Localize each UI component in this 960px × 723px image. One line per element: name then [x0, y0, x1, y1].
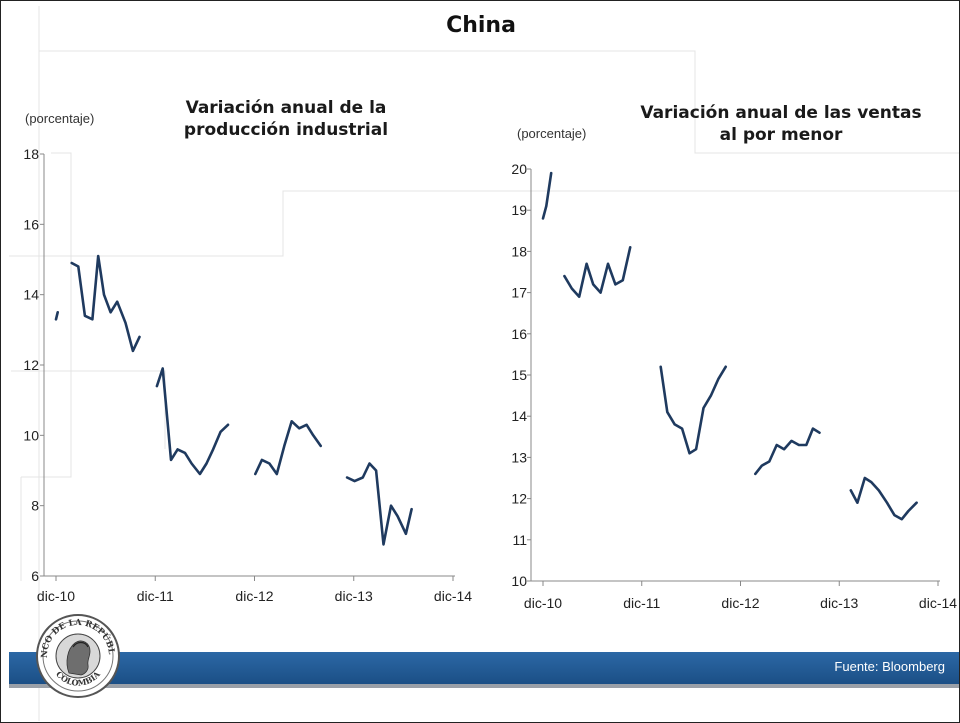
series-line-segment-3	[155, 367, 230, 476]
y-tick-label: 14	[511, 408, 527, 424]
x-tick-label: dic-13	[820, 595, 858, 611]
chart-title-retail-sales: Variación anual de las ventas al por men…	[640, 103, 922, 145]
x-tick-label: dic-11	[623, 595, 660, 611]
y-tick-label: 14	[23, 287, 39, 303]
y-tick-label: 10	[511, 573, 527, 589]
series-line-segment-5	[345, 462, 413, 546]
x-tick-label: dic-12	[721, 595, 759, 611]
chart-unit-retail-sales: (porcentaje)	[517, 126, 587, 141]
chart-unit-industrial-production: (porcentaje)	[25, 111, 95, 126]
source-note: Fuente: Bloomberg	[834, 659, 945, 674]
series-line-segment-3	[659, 365, 728, 455]
y-tick-label: 16	[23, 216, 39, 232]
y-tick-label: 13	[511, 449, 527, 465]
series-line-segment-4	[753, 427, 821, 476]
y-tick-label: 20	[511, 161, 527, 177]
x-tick-label: dic-10	[524, 595, 562, 611]
y-tick-label: 6	[31, 568, 39, 584]
page-title: China	[446, 13, 516, 38]
bank-seal-logo: BANCO DE LA REPÚBLICA COLOMBIA	[35, 613, 120, 698]
series-line-segment-2	[70, 254, 141, 353]
y-tick-label: 15	[511, 367, 527, 383]
y-tick-label: 19	[511, 202, 527, 218]
y-tick-label: 12	[511, 491, 527, 507]
series-line-segment-4	[254, 419, 323, 476]
y-tick-label: 10	[23, 427, 39, 443]
series-line-segment-1	[54, 310, 60, 321]
chart-title-industrial-production: Variación anual de la producción industr…	[183, 98, 389, 140]
x-tick-label: dic-12	[235, 588, 273, 604]
y-tick-label: 8	[31, 498, 39, 514]
series-line-segment-1	[541, 171, 553, 220]
x-tick-label: dic-11	[137, 588, 174, 604]
y-tick-label: 18	[23, 146, 39, 162]
y-tick-label: 16	[511, 326, 527, 342]
x-tick-label: dic-10	[37, 588, 75, 604]
y-tick-label: 12	[23, 357, 39, 373]
series-line-segment-2	[563, 246, 632, 299]
y-tick-label: 17	[511, 285, 527, 301]
x-tick-label: dic-14	[919, 595, 957, 611]
x-tick-label: dic-14	[434, 588, 472, 604]
footer-bar	[9, 652, 959, 684]
y-tick-label: 18	[511, 243, 527, 259]
x-tick-label: dic-13	[335, 588, 373, 604]
y-tick-label: 11	[512, 532, 527, 548]
series-line-segment-5	[849, 476, 918, 521]
footer-shadow	[9, 684, 959, 688]
